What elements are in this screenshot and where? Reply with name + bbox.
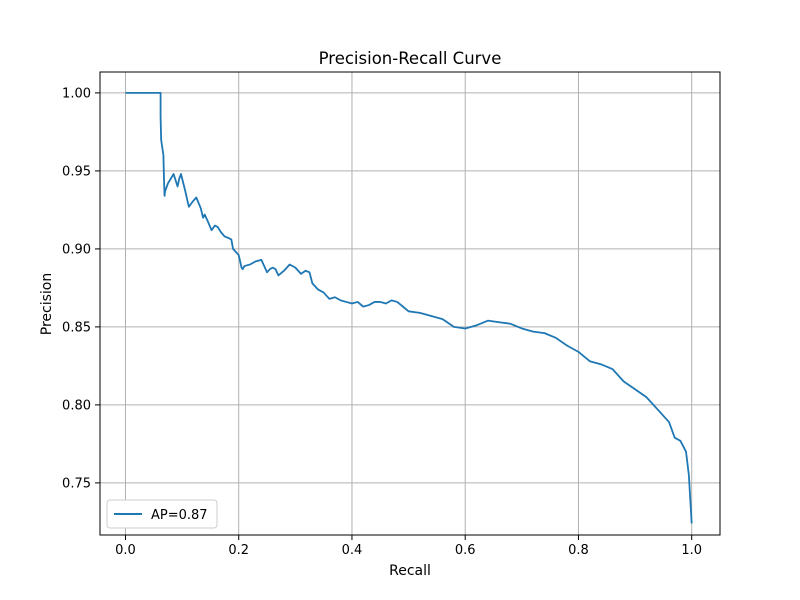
- y-axis-ticks: 0.75 0.80 0.85 0.90 0.95 1.00: [62, 86, 100, 491]
- series-layer: [125, 92, 693, 524]
- legend-label: AP=0.87: [151, 508, 208, 523]
- x-tick-label: 0.6: [455, 543, 476, 558]
- plot-frame: [99, 71, 721, 536]
- y-tick-label: 0.95: [62, 164, 91, 179]
- x-tick-label: 0.8: [568, 543, 589, 558]
- y-tick-label: 0.90: [62, 242, 91, 257]
- x-axis-ticks: 0.0 0.2 0.4 0.6 0.8 1.0: [115, 535, 702, 558]
- y-axis-label: Precision: [39, 273, 55, 335]
- x-tick-label: 1.0: [681, 543, 702, 558]
- chart-title: Precision-Recall Curve: [319, 49, 502, 68]
- x-tick-label: 0.4: [342, 543, 363, 558]
- y-tick-label: 0.75: [62, 476, 91, 491]
- legend-box: [106, 499, 218, 529]
- legend: AP=0.87: [106, 499, 218, 529]
- y-tick-label: 0.80: [62, 398, 91, 413]
- x-tick-label: 0.0: [115, 543, 136, 558]
- series-line-ap: [125, 92, 693, 524]
- x-tick-label: 0.2: [228, 543, 249, 558]
- y-tick-label: 1.00: [62, 86, 91, 101]
- x-axis-label: Recall: [389, 563, 431, 579]
- y-tick-label: 0.85: [62, 320, 91, 335]
